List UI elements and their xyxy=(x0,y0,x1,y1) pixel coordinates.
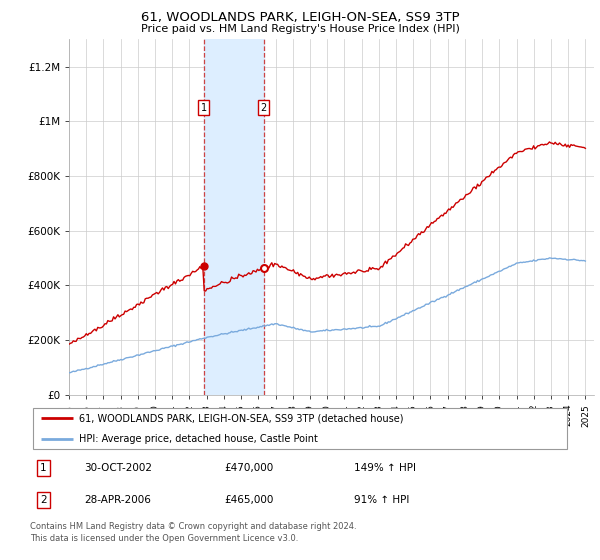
Text: 28-APR-2006: 28-APR-2006 xyxy=(84,495,151,505)
Text: 149% ↑ HPI: 149% ↑ HPI xyxy=(354,463,416,473)
Text: 30-OCT-2002: 30-OCT-2002 xyxy=(84,463,152,473)
Text: Contains HM Land Registry data © Crown copyright and database right 2024.
This d: Contains HM Land Registry data © Crown c… xyxy=(30,522,356,543)
Text: 1: 1 xyxy=(40,463,47,473)
Text: Price paid vs. HM Land Registry's House Price Index (HPI): Price paid vs. HM Land Registry's House … xyxy=(140,24,460,34)
FancyBboxPatch shape xyxy=(33,408,568,449)
Text: 2: 2 xyxy=(40,495,47,505)
Text: 61, WOODLANDS PARK, LEIGH-ON-SEA, SS9 3TP (detached house): 61, WOODLANDS PARK, LEIGH-ON-SEA, SS9 3T… xyxy=(79,413,403,423)
Text: £465,000: £465,000 xyxy=(224,495,274,505)
Text: 61, WOODLANDS PARK, LEIGH-ON-SEA, SS9 3TP: 61, WOODLANDS PARK, LEIGH-ON-SEA, SS9 3T… xyxy=(140,11,460,24)
Bar xyxy=(204,39,264,395)
Text: £470,000: £470,000 xyxy=(224,463,274,473)
Text: 2: 2 xyxy=(261,102,267,113)
Text: HPI: Average price, detached house, Castle Point: HPI: Average price, detached house, Cast… xyxy=(79,433,317,444)
Text: 1: 1 xyxy=(201,102,207,113)
Text: 91% ↑ HPI: 91% ↑ HPI xyxy=(354,495,409,505)
